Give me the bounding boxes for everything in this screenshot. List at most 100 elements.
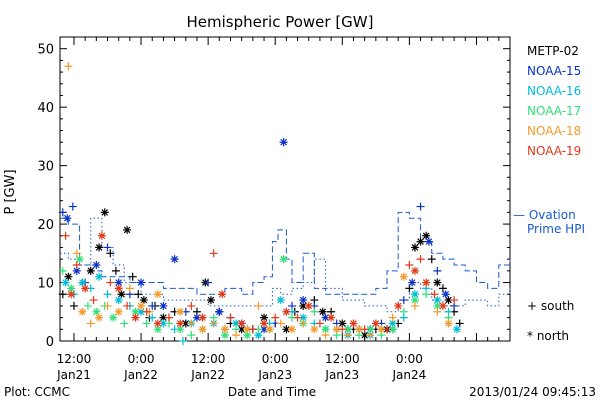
point-north — [444, 296, 453, 305]
point-south — [106, 249, 115, 258]
point-north — [137, 278, 146, 287]
point-south — [433, 307, 442, 316]
point-south — [103, 301, 112, 310]
point-north — [114, 278, 123, 287]
point-north — [198, 313, 207, 322]
point-north — [388, 319, 397, 328]
point-north — [131, 307, 140, 316]
point-south — [315, 319, 324, 328]
point-north — [64, 272, 73, 281]
point-north — [109, 313, 118, 322]
x-tick-label-date-1: Jan22 — [123, 368, 158, 382]
ovation-north-line — [60, 211, 511, 295]
point-north — [139, 296, 148, 305]
point-south — [72, 261, 81, 269]
point-south — [430, 290, 439, 299]
point-north — [327, 313, 336, 322]
legend-marker-south: + south — [527, 299, 574, 313]
point-south — [360, 325, 369, 334]
point-north — [441, 290, 450, 299]
point-south — [310, 307, 319, 316]
x-tick-label-date-4: Jan23 — [324, 368, 359, 382]
point-north — [371, 319, 380, 328]
point-south — [366, 331, 375, 340]
point-south — [72, 249, 81, 258]
point-south — [187, 319, 196, 328]
point-south — [123, 301, 132, 310]
y-tick-label-50: 50 — [37, 43, 54, 58]
point-north — [176, 307, 185, 316]
point-south — [178, 337, 187, 345]
point-south — [58, 290, 67, 299]
point-north — [332, 325, 341, 334]
point-north — [67, 290, 76, 299]
point-north — [410, 290, 419, 299]
point-north — [438, 301, 447, 310]
point-north — [86, 266, 95, 275]
chart-title: Hemispheric Power [GW] — [187, 13, 374, 31]
point-south — [69, 301, 78, 310]
point-north — [137, 301, 146, 310]
series-noaa-18 — [64, 62, 453, 340]
axes-group: 0 10 20 30 40 50 12:00 Jan21 0:00 Jan22 12:00 Jan22… — [37, 36, 511, 382]
point-north — [388, 325, 397, 334]
point-north — [95, 272, 104, 281]
point-south — [271, 313, 280, 322]
y-axis-label: P [GW] — [3, 169, 18, 214]
point-north — [444, 319, 453, 328]
point-north — [424, 237, 433, 246]
point-south — [321, 331, 330, 340]
point-south — [209, 319, 218, 328]
point-north — [321, 313, 330, 322]
point-north — [377, 325, 386, 334]
legend-marker-north: * north — [527, 329, 569, 343]
point-south — [427, 255, 436, 264]
point-north — [282, 307, 291, 316]
point-north — [237, 319, 246, 328]
point-south — [416, 255, 425, 264]
data-points-group — [58, 62, 464, 345]
x-axis-label: Date and Time — [228, 385, 316, 399]
point-south — [64, 62, 73, 71]
point-north — [260, 325, 269, 334]
point-north — [78, 307, 87, 316]
point-south — [399, 296, 408, 305]
legend-entry-metp-02: METP-02 — [527, 44, 579, 58]
point-north — [100, 208, 109, 217]
point-south — [299, 319, 308, 328]
point-north — [355, 325, 364, 334]
point-north — [75, 255, 84, 264]
point-north — [433, 296, 442, 305]
point-south — [438, 284, 447, 293]
point-north — [318, 307, 327, 316]
series-noaa-19 — [61, 231, 459, 334]
point-north — [153, 319, 162, 328]
point-south — [83, 301, 92, 310]
point-north — [243, 331, 252, 340]
point-north — [422, 278, 431, 287]
point-south — [338, 325, 347, 334]
point-north — [153, 325, 162, 334]
point-south — [388, 313, 397, 322]
point-south — [293, 313, 302, 322]
point-north — [299, 296, 308, 305]
y-tick-label-40: 40 — [37, 101, 54, 116]
point-north — [304, 301, 313, 310]
point-south — [58, 208, 67, 217]
point-north — [67, 284, 76, 293]
point-south — [128, 272, 137, 281]
point-north — [198, 325, 207, 334]
point-north — [81, 284, 90, 293]
point-north — [260, 319, 269, 328]
point-north — [452, 325, 461, 334]
point-south — [61, 231, 70, 240]
point-north — [137, 307, 146, 316]
point-north — [260, 313, 269, 322]
point-north — [237, 325, 246, 334]
point-south — [89, 296, 98, 305]
point-north — [279, 255, 288, 264]
point-north — [78, 278, 87, 287]
point-north — [343, 325, 352, 334]
point-north — [92, 261, 101, 269]
legend-entry-noaa-18: NOAA-18 — [527, 124, 581, 138]
